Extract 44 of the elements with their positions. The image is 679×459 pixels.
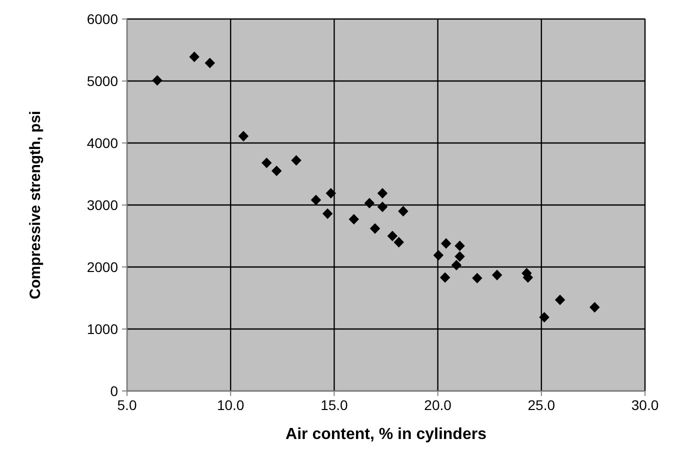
point [326,188,336,198]
point [472,272,482,284]
point [377,202,388,212]
point [454,251,465,262]
y-tick-label: 4000 [86,134,118,151]
y-tick-label: 1000 [86,320,118,337]
point [152,75,162,86]
point [370,223,380,234]
point [451,260,462,270]
point [554,294,566,306]
point [387,230,398,242]
point [291,155,302,166]
point [492,270,502,280]
point [348,214,360,225]
point [310,194,322,206]
x-axis-title: Air content, % in cylinders [286,426,487,443]
point [539,312,550,322]
y-axis-title: Compressive strength, psi [27,110,44,300]
point [433,250,444,260]
x-tick-label: 25.0 [528,397,556,413]
point [238,130,249,142]
x-tick-label: 5.0 [117,397,137,413]
y-tick-label: 3000 [86,196,118,213]
y-tick-label: 0 [110,382,118,399]
point [322,208,333,219]
point [377,188,388,198]
point [590,302,600,313]
y-tick-label: 2000 [86,258,118,275]
point [262,158,272,168]
point [394,236,404,248]
point [189,52,200,62]
x-tick-label: 20.0 [424,397,452,413]
point [440,238,452,249]
point [398,206,408,216]
point [454,240,465,252]
point [364,198,375,208]
y-tick-label: 5000 [86,72,118,89]
point [204,58,216,68]
x-tick-label: 30.0 [631,397,659,413]
x-tick-label: 10.0 [216,397,244,413]
y-tick-label: 6000 [86,10,118,27]
point [440,272,450,283]
x-tick-label: 15.0 [320,397,348,413]
point [271,166,282,176]
